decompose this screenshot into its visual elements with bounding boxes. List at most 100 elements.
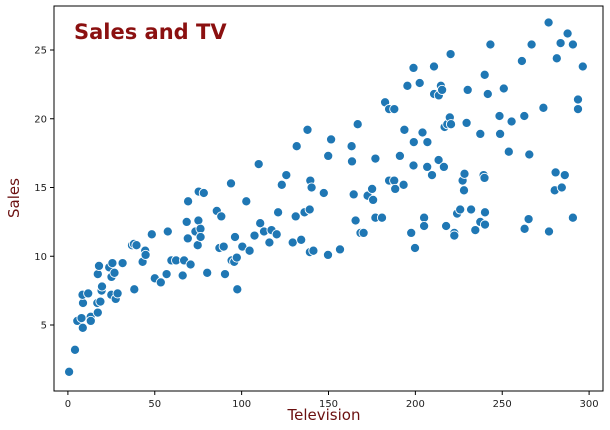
data-point-56: [218, 241, 229, 252]
data-point-51: [198, 187, 209, 199]
x-tick-label-6: 300: [580, 399, 599, 410]
data-point-101: [367, 183, 378, 194]
data-point-20: [107, 258, 118, 269]
data-point-41: [181, 216, 192, 227]
data-point-28: [131, 240, 142, 251]
data-point-117: [408, 160, 419, 171]
data-point-160: [485, 39, 496, 50]
data-point-0: [64, 366, 75, 377]
data-point-71: [264, 237, 275, 248]
data-point-182: [567, 39, 578, 50]
data-point-75: [276, 179, 287, 190]
ticks-layer: 0 50 100 150 200 250 300 5 10 15 20 25: [34, 46, 598, 411]
data-point-77: [287, 237, 298, 248]
data-point-39: [177, 270, 188, 281]
data-point-110: [389, 104, 400, 115]
data-point-11: [92, 307, 103, 318]
data-point-14: [95, 296, 106, 307]
data-point-105: [376, 212, 388, 223]
data-point-55: [216, 211, 227, 222]
data-point-147: [459, 168, 470, 179]
data-point-127: [426, 170, 438, 181]
data-point-130: [433, 154, 444, 166]
data-point-161: [494, 110, 505, 122]
data-point-96: [350, 215, 361, 226]
data-point-166: [516, 55, 527, 67]
data-point-172: [538, 102, 549, 113]
x-tick-label-3: 150: [319, 399, 338, 410]
data-point-136: [441, 220, 452, 232]
data-point-173: [543, 17, 554, 28]
data-point-114: [399, 124, 410, 135]
data-point-43: [183, 196, 194, 207]
data-point-58: [225, 178, 237, 189]
data-point-13: [93, 260, 105, 271]
data-point-169: [523, 214, 534, 225]
data-point-68: [253, 159, 264, 170]
data-point-150: [466, 204, 477, 215]
plot-frame: [53, 5, 604, 392]
data-point-95: [348, 189, 359, 200]
data-point-121: [414, 77, 425, 89]
data-point-115: [402, 80, 413, 91]
data-point-122: [417, 127, 428, 138]
data-point-24: [117, 258, 128, 269]
data-point-80: [296, 234, 307, 245]
data-point-42: [182, 233, 193, 244]
data-point-1: [69, 344, 81, 355]
y-tick-label-0: 5: [41, 321, 47, 332]
data-point-63: [232, 284, 243, 295]
data-point-116: [406, 227, 417, 238]
data-point-128: [428, 61, 440, 72]
data-point-66: [244, 245, 255, 256]
data-point-126: [422, 137, 433, 148]
data-point-36: [162, 226, 173, 237]
y-tick-label-4: 25: [34, 46, 47, 57]
data-point-124: [419, 220, 430, 232]
data-point-93: [346, 141, 357, 152]
data-point-139: [445, 49, 456, 60]
data-point-65: [241, 196, 252, 207]
data-point-47: [193, 215, 204, 226]
data-point-94: [346, 156, 358, 167]
data-point-149: [462, 84, 473, 95]
x-tick-label-1: 50: [148, 399, 161, 410]
data-point-148: [461, 117, 472, 128]
data-point-184: [572, 104, 584, 115]
data-point-97: [352, 119, 363, 130]
data-point-86: [306, 182, 317, 193]
data-point-111: [390, 183, 401, 194]
x-tick-label-2: 100: [232, 399, 251, 410]
data-point-7: [83, 288, 94, 299]
data-point-21: [109, 267, 120, 278]
data-point-140: [445, 119, 457, 130]
data-point-79: [291, 141, 302, 152]
data-point-88: [318, 187, 329, 199]
data-point-142: [449, 230, 460, 241]
data-point-91: [326, 134, 337, 145]
data-point-158: [479, 219, 491, 230]
data-point-76: [281, 170, 292, 181]
data-point-16: [96, 281, 108, 292]
y-tick-label-2: 15: [34, 183, 47, 194]
data-point-180: [559, 170, 570, 181]
x-axis-title: Television: [287, 406, 361, 424]
data-point-112: [394, 150, 405, 161]
y-tick-label-1: 10: [34, 252, 47, 263]
data-point-155: [479, 172, 490, 183]
data-point-168: [519, 223, 530, 234]
data-point-186: [577, 61, 588, 72]
data-point-57: [219, 269, 231, 280]
data-point-174: [543, 226, 555, 237]
data-point-133: [437, 84, 448, 95]
data-point-176: [550, 167, 561, 178]
data-point-144: [455, 204, 466, 215]
data-point-3: [76, 313, 87, 324]
data-point-103: [370, 153, 381, 164]
data-point-69: [255, 218, 266, 229]
data-point-181: [562, 28, 573, 39]
data-point-83: [304, 204, 315, 215]
data-point-31: [140, 249, 151, 260]
plot-area: [54, 6, 603, 391]
y-axis-title: Sales: [5, 178, 23, 218]
